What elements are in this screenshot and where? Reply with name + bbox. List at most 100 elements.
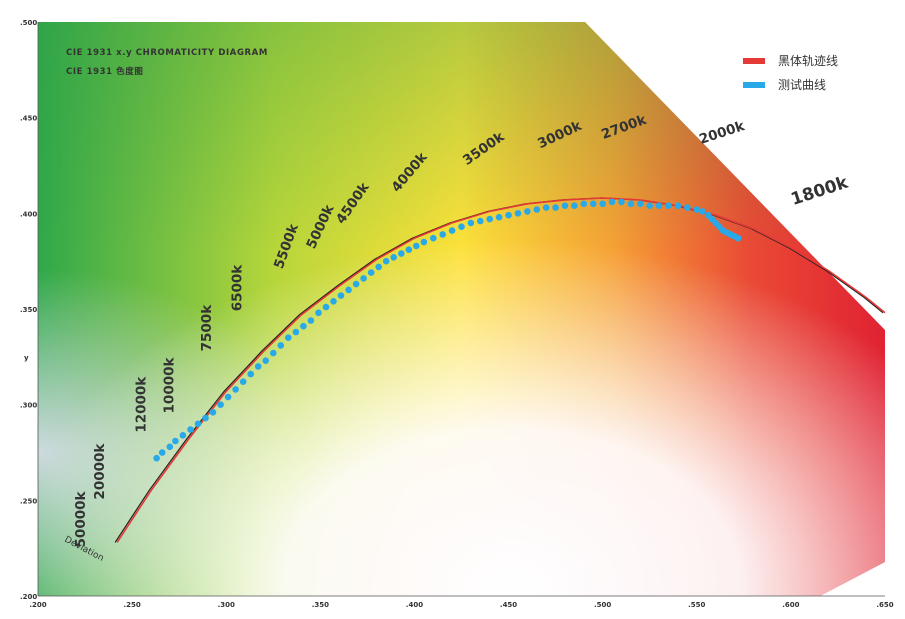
test-curve-point (655, 202, 663, 209)
test-curve-point (330, 298, 337, 305)
test-curve-point (420, 238, 428, 246)
test-curve-point (239, 378, 247, 386)
axis-frame (37, 22, 885, 597)
y-tick-label: .450 (20, 115, 37, 123)
test-curve-point (345, 286, 352, 294)
test-curve-point (153, 454, 160, 462)
test-curve-point (382, 257, 390, 265)
legend-swatch (743, 58, 765, 64)
test-curve-point (172, 437, 179, 445)
cct-label: 2000k (697, 118, 747, 148)
cct-label: 6500k (229, 264, 245, 312)
cct-label: 1800k (788, 173, 851, 210)
test-curve-point (448, 227, 456, 234)
test-curve-point (646, 202, 653, 209)
test-curve-point (307, 317, 315, 324)
test-curve-point (618, 198, 625, 206)
test-curve-point (270, 349, 277, 357)
test-curve-point (300, 322, 307, 330)
test-curve-point (699, 208, 706, 215)
legend-label: 测试曲线 (778, 77, 826, 92)
test-curve-point (495, 213, 503, 221)
y-tick-label: .350 (20, 306, 37, 314)
test-curve-point (467, 219, 475, 227)
test-curve-point (430, 234, 437, 242)
y-tick-label: .250 (20, 497, 37, 505)
test-curve-point (458, 223, 465, 230)
test-curve-point (580, 200, 588, 208)
test-curve-point (684, 204, 691, 211)
test-curve-point (277, 342, 285, 349)
test-curve-point (486, 215, 494, 223)
test-curve-point (232, 386, 239, 393)
test-curve-point (217, 401, 224, 409)
y-tick-label: .500 (20, 19, 37, 27)
x-tick-label: .250 (123, 601, 140, 609)
x-tick-label: .650 (876, 601, 893, 609)
test-curve-point (209, 409, 217, 416)
test-curve-point (514, 210, 522, 217)
test-curve-point (398, 250, 405, 257)
y-tick-label: .400 (20, 210, 37, 218)
x-tick-label: .350 (312, 601, 329, 609)
test-curve-point (505, 211, 512, 219)
test-curve-point (262, 357, 270, 365)
test-curve-point (322, 303, 330, 311)
color-gradient-background (38, 22, 885, 596)
test-curve-point (247, 370, 254, 378)
cct-label: 50000k (73, 491, 89, 548)
cct-label: 20000k (92, 443, 108, 500)
test-curve-point (627, 200, 635, 208)
test-curve-point (187, 426, 194, 433)
chart-subtitle: CIE 1931 色度图 (66, 66, 143, 77)
test-curve-point (292, 328, 300, 336)
axis-ticks: .200 .250 .300 .350 .400 .450 .500 .550 .600 .650… (20, 19, 894, 609)
blackbody-locus-line (116, 197, 886, 543)
test-curve-point (665, 202, 672, 209)
legend-label: 黑体轨迹线 (778, 54, 838, 68)
test-curve-point (524, 208, 531, 215)
test-curve-point (477, 217, 484, 225)
cct-label: 7500k (199, 304, 215, 352)
test-curve-point (390, 253, 398, 261)
test-curve-point (337, 292, 345, 299)
test-curve-point (315, 309, 322, 317)
y-tick-label: .300 (20, 402, 37, 410)
x-tick-label: .500 (594, 601, 611, 609)
x-tick-label: .300 (218, 601, 235, 609)
x-tick-label: .550 (688, 601, 705, 609)
test-curve-point (285, 334, 292, 342)
test-curve-point (166, 443, 174, 451)
y-tick-label: .200 (20, 593, 37, 601)
test-curve-point (674, 202, 682, 209)
test-curve-point (224, 393, 232, 401)
test-curve-point (542, 204, 550, 211)
test-curve-point (439, 231, 447, 238)
test-curve-point (561, 202, 569, 209)
test-curve-point (375, 263, 383, 271)
chart-title: CIE 1931 x.y CHROMATICITY DIAGRAM (66, 48, 268, 58)
test-curve-point (734, 234, 742, 242)
test-curve-point (608, 198, 616, 206)
test-curve-point (202, 414, 209, 422)
series-group (114, 197, 886, 543)
test-curve-point (552, 204, 559, 211)
x-tick-label: .400 (406, 601, 423, 609)
test-curve-point (590, 200, 597, 208)
test-curve-point (533, 206, 541, 213)
test-curve-point (693, 206, 701, 213)
test-curve-point (599, 200, 606, 208)
x-tick-label: .600 (782, 601, 799, 609)
test-curve-point (158, 449, 166, 456)
test-curve-point (367, 269, 375, 276)
test-curve-point (413, 242, 420, 250)
test-curve-point (360, 275, 367, 282)
x-tick-label: .450 (500, 601, 517, 609)
cct-label: 10000k (162, 357, 178, 414)
cct-label: 12000k (133, 376, 149, 433)
legend-swatch (743, 82, 765, 88)
test-curve-point (352, 280, 360, 288)
y-axis-label: y (24, 354, 29, 362)
